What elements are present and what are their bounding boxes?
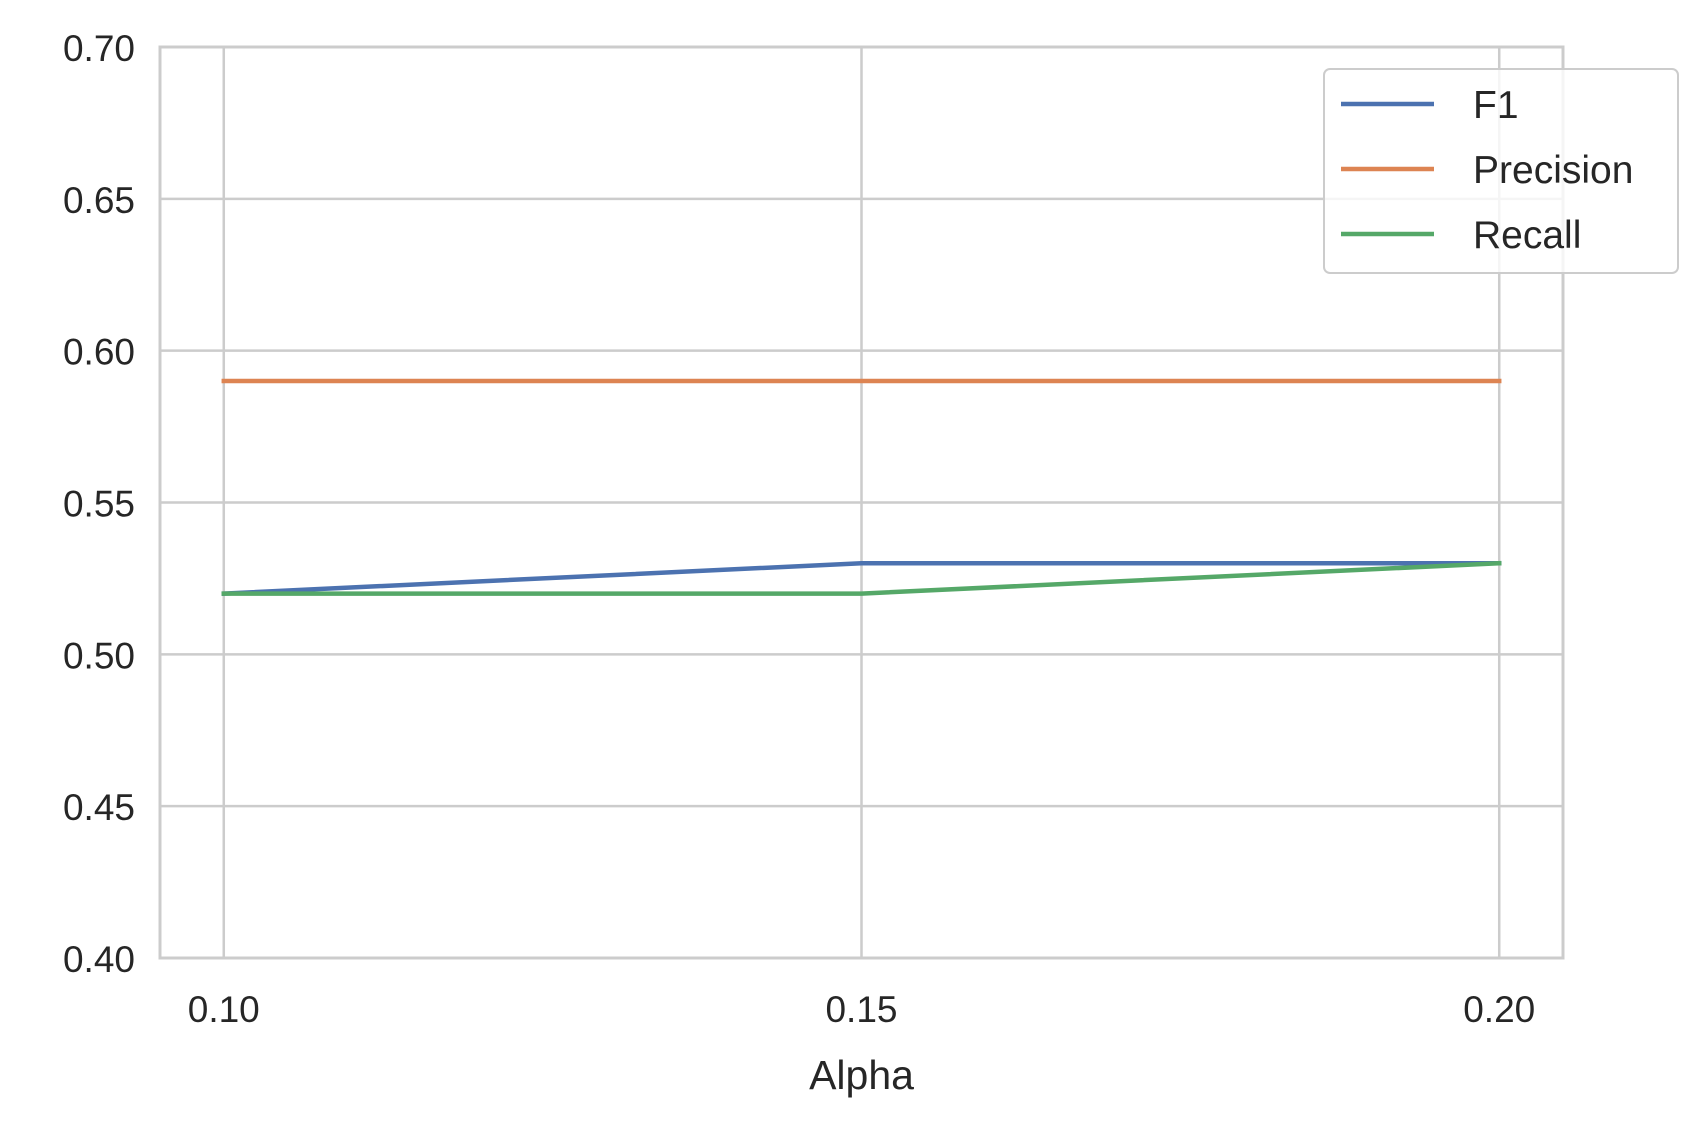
x-tick-label: 0.20	[1463, 989, 1535, 1030]
x-tick-label: 0.10	[188, 989, 260, 1030]
x-axis-label: Alpha	[809, 1052, 914, 1098]
x-tick-label: 0.15	[825, 989, 897, 1030]
y-tick-label: 0.50	[63, 635, 135, 676]
y-tick-labels: 0.40 0.45 0.50 0.55 0.60 0.65 0.70	[63, 28, 135, 980]
legend-label: F1	[1473, 84, 1519, 127]
legend-label: Recall	[1473, 214, 1581, 257]
y-tick-label: 0.55	[63, 484, 135, 525]
legend-box	[1323, 68, 1679, 274]
legend-label: Precision	[1473, 149, 1633, 192]
y-tick-label: 0.65	[63, 180, 135, 221]
x-tick-labels: 0.10 0.15 0.20	[188, 989, 1535, 1030]
series-lines	[221, 378, 1502, 596]
axes-frame	[158, 45, 1565, 960]
y-tick-label: 0.70	[63, 28, 135, 69]
y-tick-label: 0.40	[63, 939, 135, 980]
legend: F1 Precision Recall	[1323, 68, 1679, 274]
series-line-f1	[221, 560, 1502, 596]
y-tick-label: 0.45	[63, 787, 135, 828]
series-line-recall	[221, 560, 1502, 596]
y-tick-label: 0.60	[63, 332, 135, 373]
